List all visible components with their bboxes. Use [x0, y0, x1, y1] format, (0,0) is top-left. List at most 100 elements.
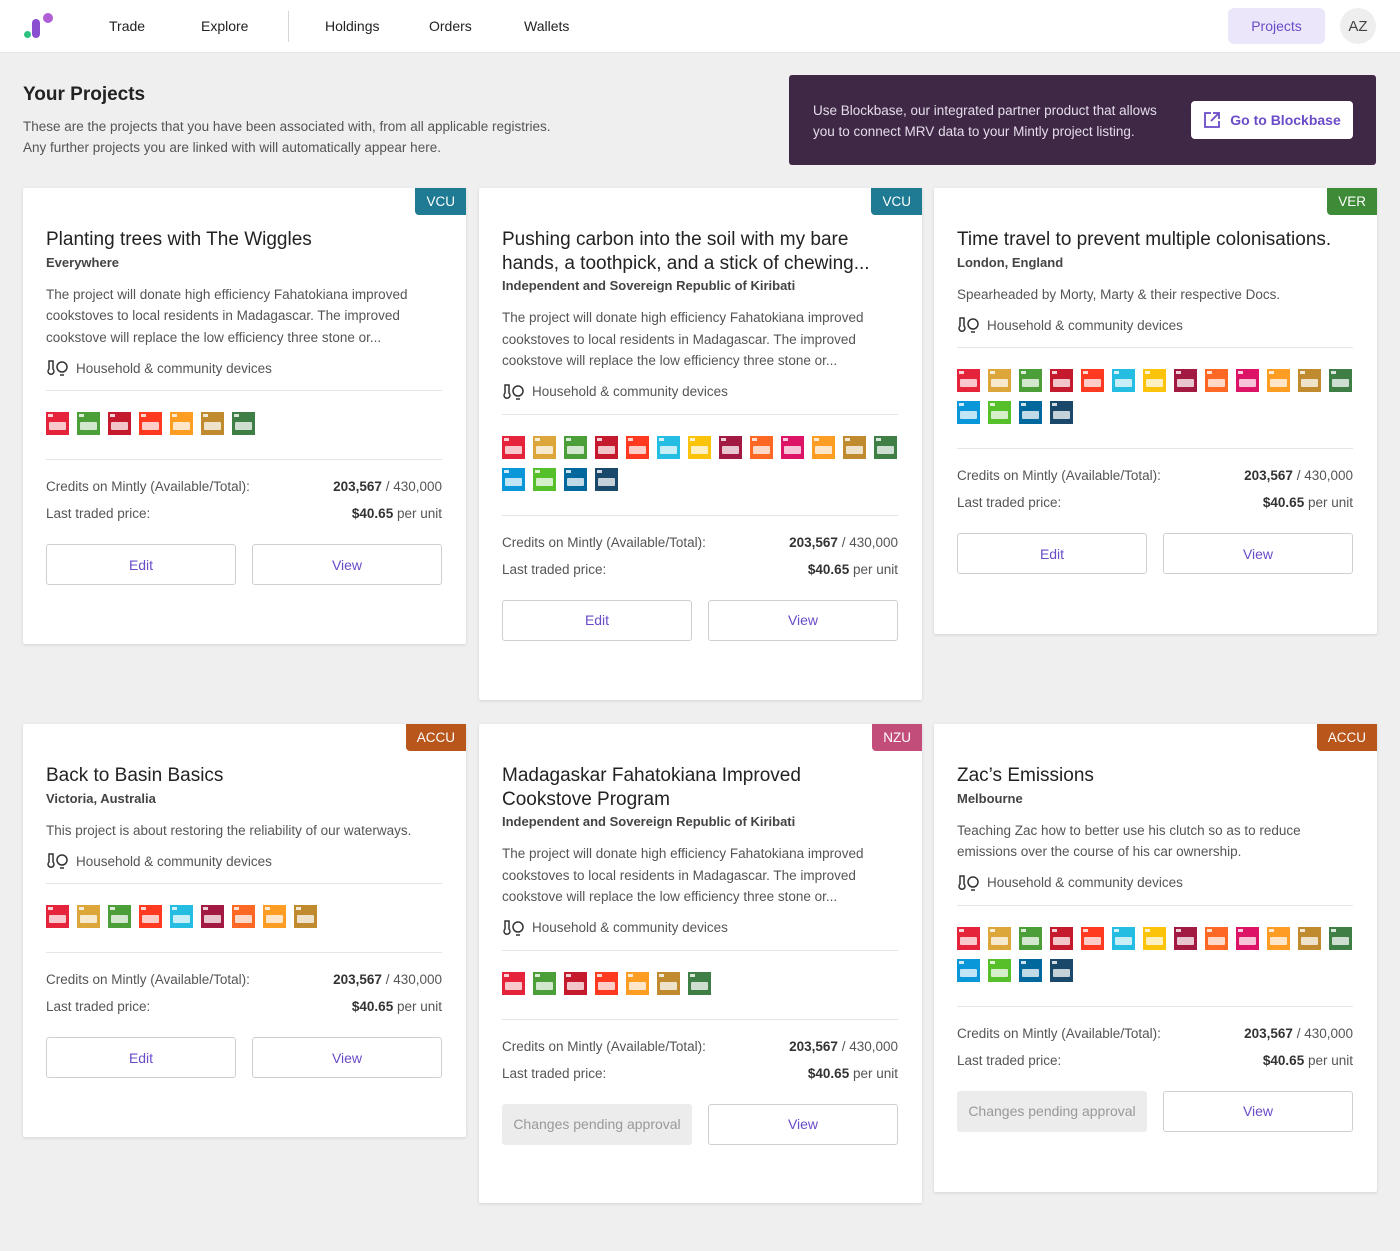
- credits-available: 203,567: [1244, 468, 1293, 483]
- sdg-16-icon: [1019, 958, 1042, 982]
- sdg-4-icon: [1050, 926, 1073, 950]
- sdg-5-icon: [139, 905, 162, 928]
- sdg-5-icon: [139, 412, 162, 435]
- divider: [957, 448, 1353, 449]
- edit-button[interactable]: Edit: [46, 1037, 236, 1078]
- divider: [46, 390, 442, 391]
- nav-wallets[interactable]: Wallets: [524, 18, 570, 34]
- divider: [46, 459, 442, 460]
- device-icon: [47, 853, 68, 869]
- device-icon: [503, 919, 524, 936]
- sdg-9-icon: [232, 905, 255, 928]
- registry-badge: NZU: [872, 724, 922, 751]
- credits-available: 203,567: [789, 534, 838, 550]
- project-card[interactable]: VER Time travel to prevent multiple colon…: [934, 188, 1377, 634]
- registry-badge: VER: [1327, 188, 1377, 215]
- sdg-12-icon: [1298, 369, 1321, 392]
- sdg-15-icon: [988, 958, 1011, 982]
- category-label: Household & community devices: [76, 360, 272, 376]
- per-unit: per unit: [852, 561, 898, 577]
- project-card[interactable]: ACCU Zac’s Emissions Melbourne Teaching Zac…: [934, 724, 1377, 1192]
- view-button[interactable]: View: [252, 544, 442, 585]
- credits-label: Credits on Mintly (Available/Total):: [957, 468, 1161, 483]
- sdg-10-icon: [1236, 369, 1259, 392]
- per-unit: per unit: [1307, 495, 1353, 510]
- sdg-3-icon: [77, 412, 100, 435]
- view-button[interactable]: View: [252, 1037, 442, 1078]
- nav-trade[interactable]: Trade: [109, 18, 146, 34]
- sdg-17-icon: [595, 467, 618, 491]
- sdg-13-icon: [688, 971, 711, 995]
- project-title[interactable]: Pushing carbon into the soil with my bar…: [502, 229, 870, 274]
- sdg-14-icon: [957, 958, 980, 982]
- sdg-11-icon: [626, 971, 649, 995]
- project-title[interactable]: Planting trees with The Wiggles: [46, 229, 312, 250]
- sdg-list: [46, 412, 456, 435]
- project-title[interactable]: Back to Basin Basics: [46, 765, 224, 786]
- divider: [46, 952, 442, 953]
- credits-total: / 430,000: [841, 1038, 898, 1054]
- project-location: Independent and Sovereign Republic of Ki…: [502, 814, 796, 829]
- edit-button[interactable]: Edit: [957, 533, 1147, 574]
- nav-holdings[interactable]: Holdings: [325, 18, 380, 34]
- sdg-6-icon: [1112, 926, 1135, 950]
- nav-explore[interactable]: Explore: [201, 18, 249, 34]
- project-card[interactable]: VCU Pushing carbon into the soil with my …: [479, 188, 922, 700]
- sdg-4-icon: [595, 435, 618, 459]
- credits-available: 203,567: [333, 972, 382, 987]
- project-category: Household & community devices: [502, 919, 728, 937]
- edit-button[interactable]: Edit: [46, 544, 236, 585]
- avatar[interactable]: AZ: [1340, 8, 1376, 44]
- view-button[interactable]: View: [1163, 1090, 1353, 1132]
- project-title[interactable]: Madagaskar Fahatokiana Improved Cookstov…: [502, 765, 801, 810]
- sdg-5-icon: [1081, 926, 1104, 950]
- mintly-logo[interactable]: [23, 13, 55, 41]
- sdg-5-icon: [626, 435, 649, 459]
- project-description: The project will donate high efficiency …: [46, 286, 408, 345]
- project-card[interactable]: ACCU Back to Basin Basics Victoria, Austra…: [23, 724, 466, 1137]
- divider: [502, 413, 898, 415]
- sdg-4-icon: [564, 971, 587, 995]
- price-label: Last traded price:: [957, 495, 1062, 510]
- view-button[interactable]: View: [708, 1103, 898, 1145]
- device-icon: [503, 383, 524, 400]
- sdg-9-icon: [1205, 369, 1228, 392]
- sdg-10-icon: [781, 435, 804, 459]
- view-button[interactable]: View: [1163, 533, 1353, 574]
- view-button[interactable]: View: [708, 599, 898, 641]
- project-title[interactable]: Time travel to prevent multiple colonisa…: [957, 229, 1332, 250]
- divider: [502, 1018, 898, 1020]
- project-title[interactable]: Zac’s Emissions: [957, 765, 1094, 786]
- price-row: Last traded price: $40.65 per unit: [502, 562, 898, 577]
- credits-label: Credits on Mintly (Available/Total):: [957, 1025, 1161, 1041]
- sdg-11-icon: [263, 905, 286, 928]
- project-location: Melbourne: [957, 790, 1023, 806]
- sdg-12-icon: [843, 435, 866, 459]
- project-card[interactable]: VCU Planting trees with The Wiggles Everyw…: [23, 188, 466, 644]
- go-to-blockbase-button[interactable]: Go to Blockbase: [1191, 101, 1353, 139]
- sdg-6-icon: [657, 435, 680, 459]
- price-row: Last traded price: $40.65 per unit: [502, 1066, 898, 1081]
- nav-orders[interactable]: Orders: [429, 18, 472, 34]
- projects-button[interactable]: Projects: [1228, 8, 1325, 44]
- sdg-2-icon: [533, 435, 556, 459]
- category-label: Household & community devices: [76, 853, 272, 869]
- edit-button[interactable]: Edit: [502, 599, 692, 641]
- sdg-list: [502, 971, 912, 995]
- sdg-17-icon: [1050, 958, 1073, 982]
- sdg-5-icon: [1081, 369, 1104, 392]
- sdg-12-icon: [294, 905, 317, 928]
- sdg-7-icon: [688, 435, 711, 459]
- registry-badge: ACCU: [1316, 724, 1377, 751]
- sdg-17-icon: [1050, 401, 1073, 424]
- blockbase-banner: Use Blockbase, our integrated partner pr…: [789, 75, 1376, 165]
- divider: [957, 904, 1353, 906]
- sdg-1-icon: [957, 926, 980, 950]
- price-value: $40.65 per unit: [808, 562, 898, 577]
- credits-available: 203,567: [333, 479, 382, 494]
- project-card[interactable]: NZU Madagaskar Fahatokiana Improved Cooks…: [479, 724, 922, 1203]
- sdg-5-icon: [595, 971, 618, 995]
- sdg-3-icon: [108, 905, 131, 928]
- sdg-9-icon: [1205, 926, 1228, 950]
- price-label: Last traded price:: [46, 999, 151, 1014]
